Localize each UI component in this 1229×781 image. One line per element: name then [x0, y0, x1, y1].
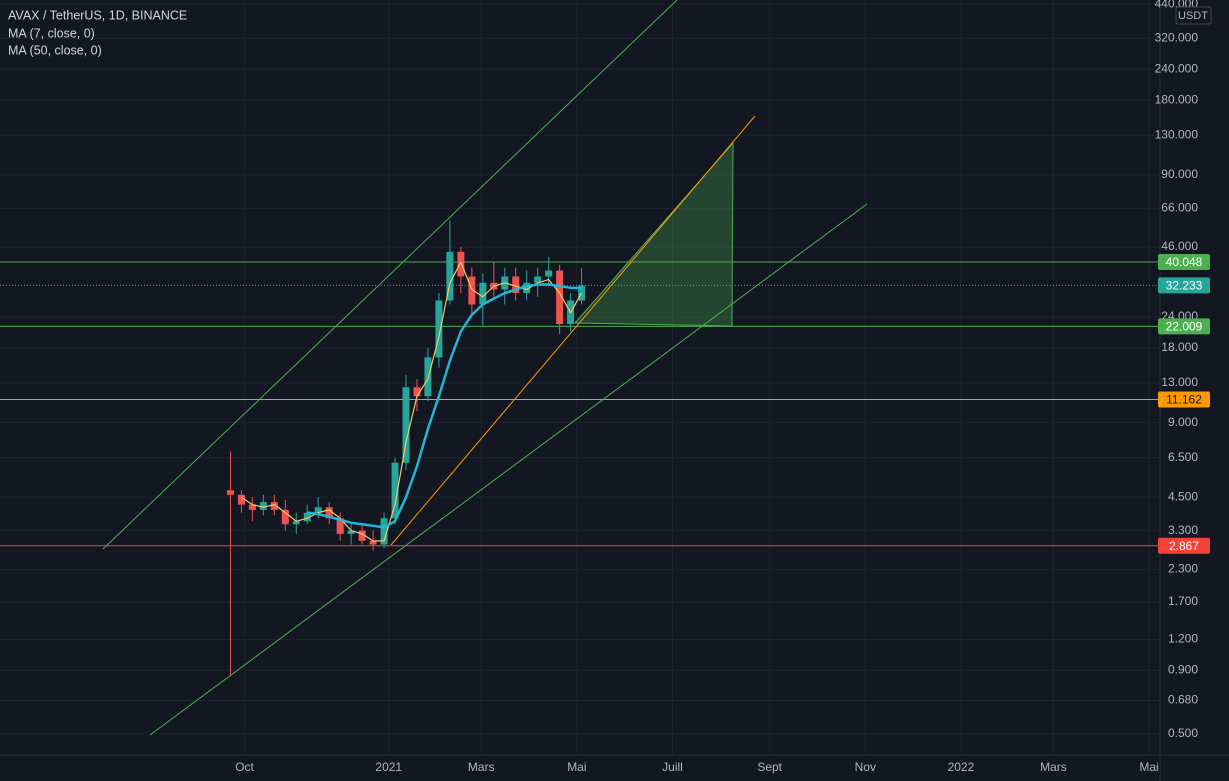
candle-body	[336, 518, 344, 534]
candle-body	[457, 251, 465, 277]
candle-body	[358, 530, 366, 541]
y-tick-label: 0.500	[1168, 726, 1198, 740]
level-label: 11.162	[1166, 393, 1202, 407]
level-label: 2.867	[1169, 539, 1199, 553]
y-tick-label: 13.000	[1161, 375, 1198, 389]
x-tick-label: 2022	[948, 760, 975, 774]
level-label-box	[1158, 277, 1210, 294]
drawings	[102, 0, 868, 736]
ma-line	[241, 261, 583, 542]
candle-body	[281, 509, 289, 525]
candle-body	[479, 282, 487, 305]
ma-line	[307, 283, 582, 529]
grid	[0, 0, 1160, 755]
y-tick-label: 130.000	[1155, 127, 1199, 141]
candle-body	[270, 502, 278, 510]
unit-label: USDT	[1178, 10, 1208, 22]
x-tick-label: Nov	[855, 760, 876, 774]
level-label-box	[1158, 318, 1210, 335]
candle-body	[545, 270, 553, 277]
candle-body	[303, 512, 311, 522]
unit-box[interactable]	[1175, 6, 1212, 25]
level-label: 32.233	[1166, 279, 1203, 293]
y-tick-label: 1.700	[1168, 594, 1198, 608]
trendline	[390, 115, 756, 546]
level-label-box	[1158, 253, 1210, 270]
y-tick-label: 3.300	[1168, 523, 1198, 537]
candle-body	[292, 521, 300, 525]
candle-body	[578, 285, 586, 301]
level-label: 40.048	[1166, 255, 1203, 269]
y-tick-label: 240.000	[1155, 61, 1199, 75]
x-tick-label: Sept	[757, 760, 782, 774]
y-tick-label: 1.200	[1168, 632, 1198, 646]
candle-body	[347, 530, 355, 534]
candle-body	[325, 507, 333, 519]
y-tick-label: 90.000	[1161, 167, 1198, 181]
x-tick-label: Mai	[567, 760, 586, 774]
candle-body	[534, 276, 542, 283]
candle-body	[435, 300, 443, 358]
channel-lower	[149, 203, 868, 736]
y-tick-label: 320.000	[1155, 31, 1199, 45]
candle-body	[248, 504, 256, 510]
candle-body	[468, 276, 476, 305]
candle-body	[369, 540, 377, 545]
candle-body	[391, 462, 399, 519]
level-label: 22.009	[1166, 320, 1203, 334]
y-tick-label: 9.000	[1168, 415, 1198, 429]
candle-body	[259, 502, 267, 510]
y-tick-label: 18.000	[1161, 340, 1198, 354]
marks	[226, 220, 586, 677]
y-tick-label: 2.300	[1168, 562, 1198, 576]
candle-body	[446, 251, 454, 301]
candle-body	[556, 270, 564, 325]
x-tick-label: Oct	[235, 760, 254, 774]
candle-body	[237, 494, 245, 505]
x-tick-label: Mars	[1040, 760, 1067, 774]
candle-body	[314, 507, 322, 513]
candle-body	[523, 282, 531, 294]
candle-body	[413, 387, 421, 397]
y-tick-label: 440.000	[1155, 0, 1199, 10]
x-tick-label: Mars	[468, 760, 495, 774]
y-tick-label: 6.500	[1168, 450, 1198, 464]
legend-entry: MA (7, close, 0)	[8, 26, 95, 40]
candle-body	[512, 276, 520, 294]
channel-upper	[102, 0, 678, 550]
x-tick-label: Juill	[662, 760, 683, 774]
candle-body	[402, 387, 410, 463]
x-tick-label: Mai	[1139, 760, 1158, 774]
y-tick-label: 180.000	[1155, 92, 1199, 106]
y-tick-label: 46.000	[1161, 239, 1198, 253]
candle-body	[380, 518, 388, 545]
y-tick-label: 4.500	[1168, 489, 1198, 503]
x-tick-label: 2021	[375, 760, 402, 774]
legend-entry: MA (50, close, 0)	[8, 43, 102, 57]
y-tick-label: 0.680	[1168, 693, 1198, 707]
level-label-box	[1158, 537, 1210, 554]
chart-title: AVAX / TetherUS, 1D, BINANCE	[8, 8, 187, 22]
y-tick-label: 66.000	[1161, 200, 1198, 214]
candle-body	[226, 490, 234, 495]
level-label-box	[1158, 391, 1210, 408]
y-tick-label: 0.900	[1168, 663, 1198, 677]
